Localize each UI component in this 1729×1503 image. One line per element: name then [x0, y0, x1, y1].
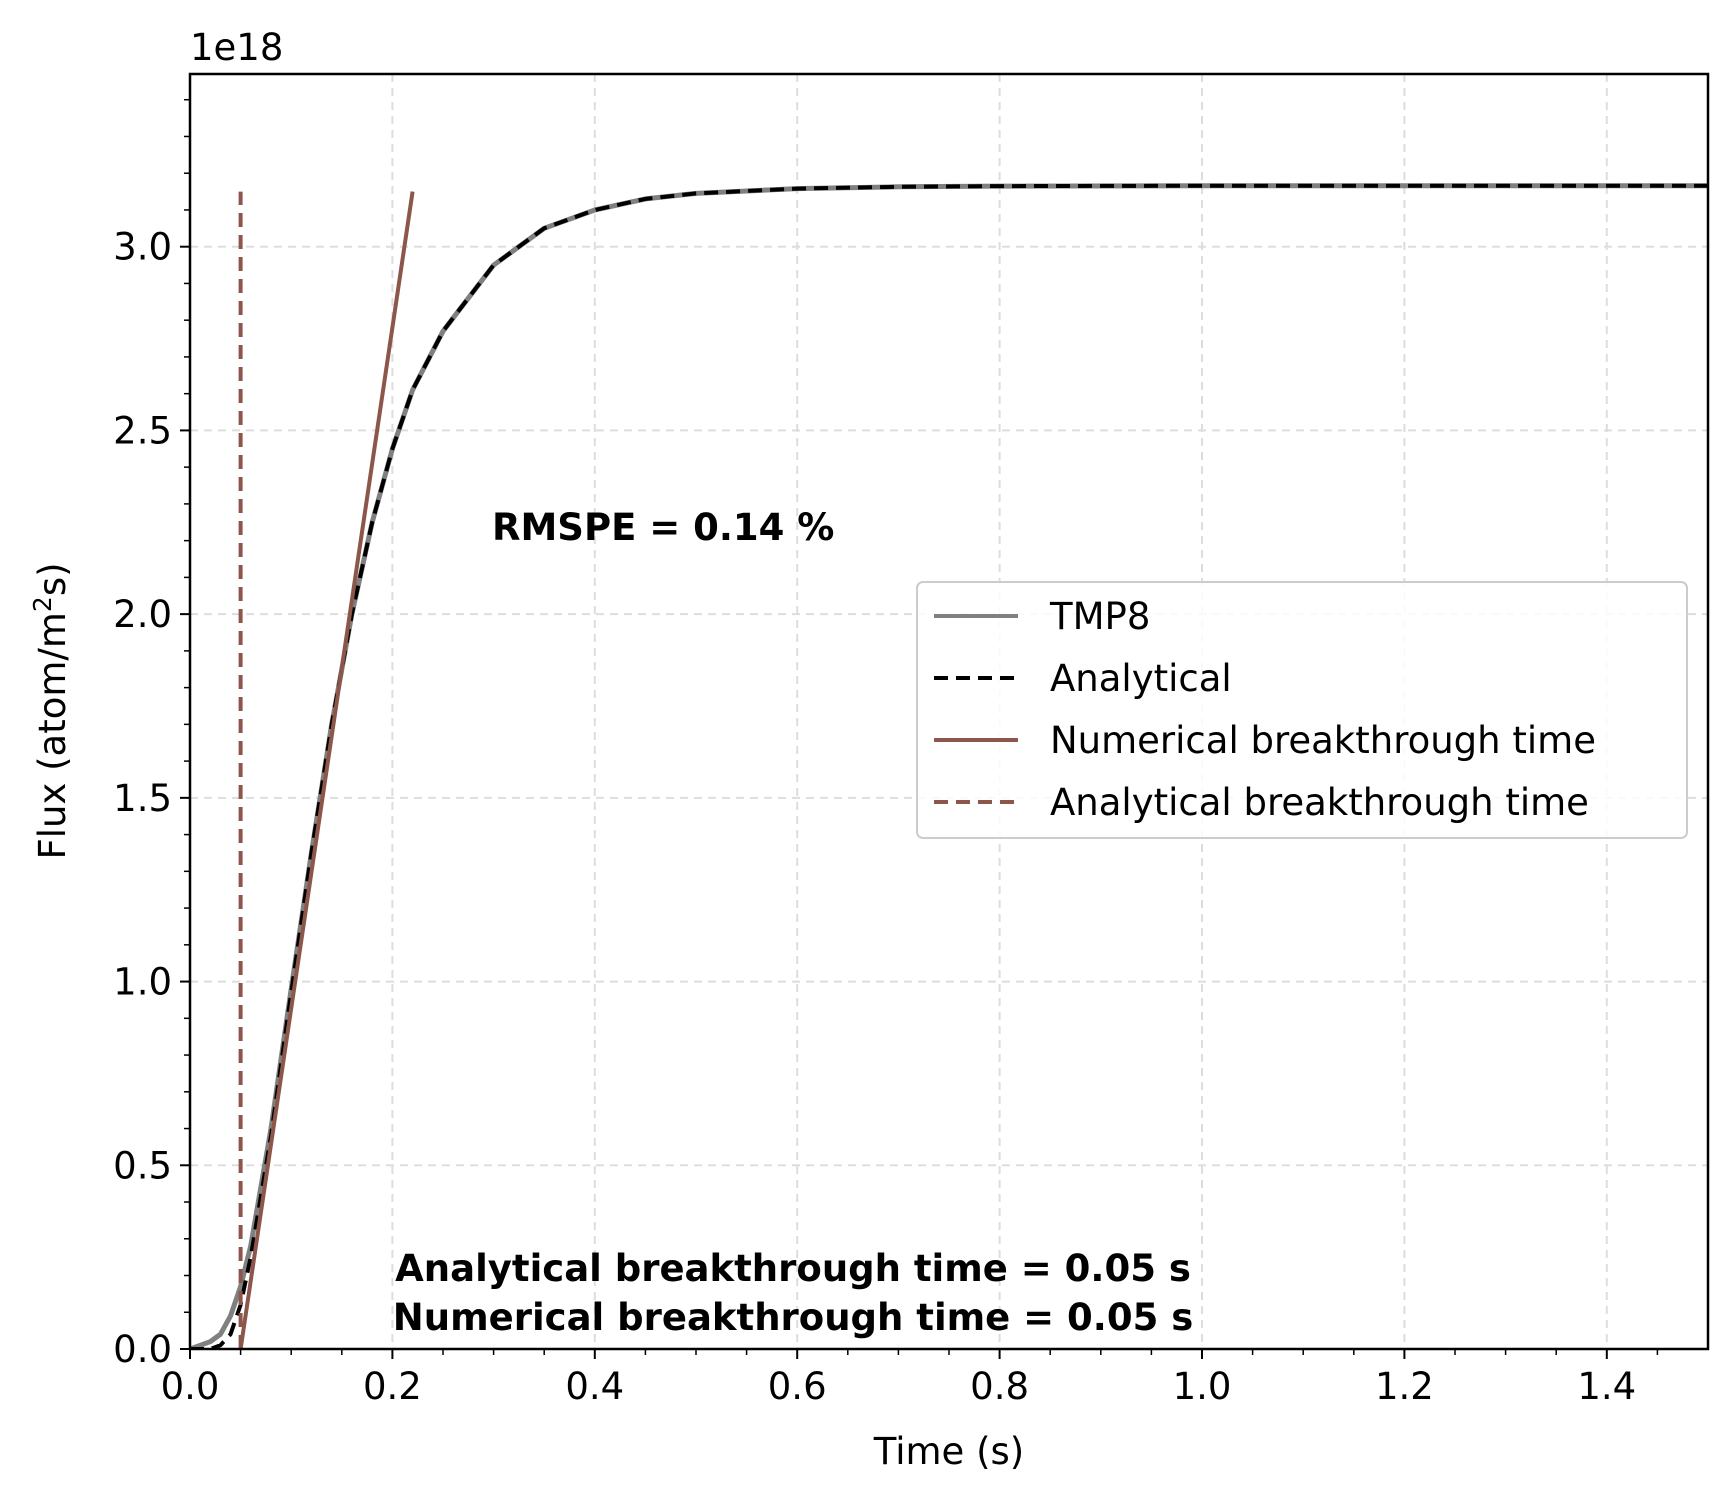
series-line-analytical: [190, 183, 1708, 1349]
x-tick-label: 0.0: [161, 1365, 220, 1408]
y-tick-label: 0.5: [113, 1144, 172, 1187]
x-tick-label: 0.4: [565, 1365, 624, 1408]
legend-box: [916, 581, 1688, 839]
y-axis-label: Flux (atom/m2s): [28, 562, 74, 859]
series-line-numerical-breakthrough-time: [238, 191, 415, 1349]
legend-label: Numerical breakthrough time: [1050, 719, 1596, 762]
y-tick-label: 1.0: [113, 961, 172, 1004]
y-tick-label: 1.5: [113, 777, 172, 820]
y-tick-label: 0.0: [113, 1328, 172, 1371]
x-tick-label: 1.0: [1173, 1365, 1232, 1408]
y-axis-label-end: s): [31, 562, 74, 596]
y-axis-label-main: Flux (atom/m: [31, 612, 74, 859]
ticks: 0.0 0.2 0.4 0.6 0.8 1.0 1.2 1.4 0.0 0.5 1.0 1.5 2.0 2…: [113, 98, 1659, 1408]
y-offset-label: 1e18: [190, 26, 283, 69]
y-tick-label: 3.0: [113, 226, 172, 269]
legend-label: Analytical breakthrough time: [1050, 781, 1589, 824]
x-tick-label: 0.6: [768, 1365, 827, 1408]
legend: TMP8 Analytical Numerical breakthrough tim…: [916, 581, 1688, 839]
y-tick-label: 2.0: [113, 593, 172, 636]
x-axis-label: Time (s): [873, 1430, 1024, 1473]
x-tick-label: 0.2: [363, 1365, 422, 1408]
legend-label: Analytical: [1050, 657, 1232, 700]
y-axis-label-sup: 2: [28, 596, 57, 612]
rmspe-annotation: RMSPE = 0.14 %: [492, 506, 834, 549]
legend-label: TMP8: [1049, 595, 1150, 638]
x-tick-label: 1.4: [1577, 1365, 1636, 1408]
x-tick-label: 1.2: [1375, 1365, 1434, 1408]
series-layer: [190, 183, 1708, 1349]
x-tick-label: 0.8: [970, 1365, 1029, 1408]
numerical-breakthrough-annotation: Numerical breakthrough time = 0.05 s: [393, 1296, 1193, 1339]
y-tick-label: 2.5: [113, 409, 172, 452]
analytical-breakthrough-annotation: Analytical breakthrough time = 0.05 s: [395, 1247, 1191, 1290]
